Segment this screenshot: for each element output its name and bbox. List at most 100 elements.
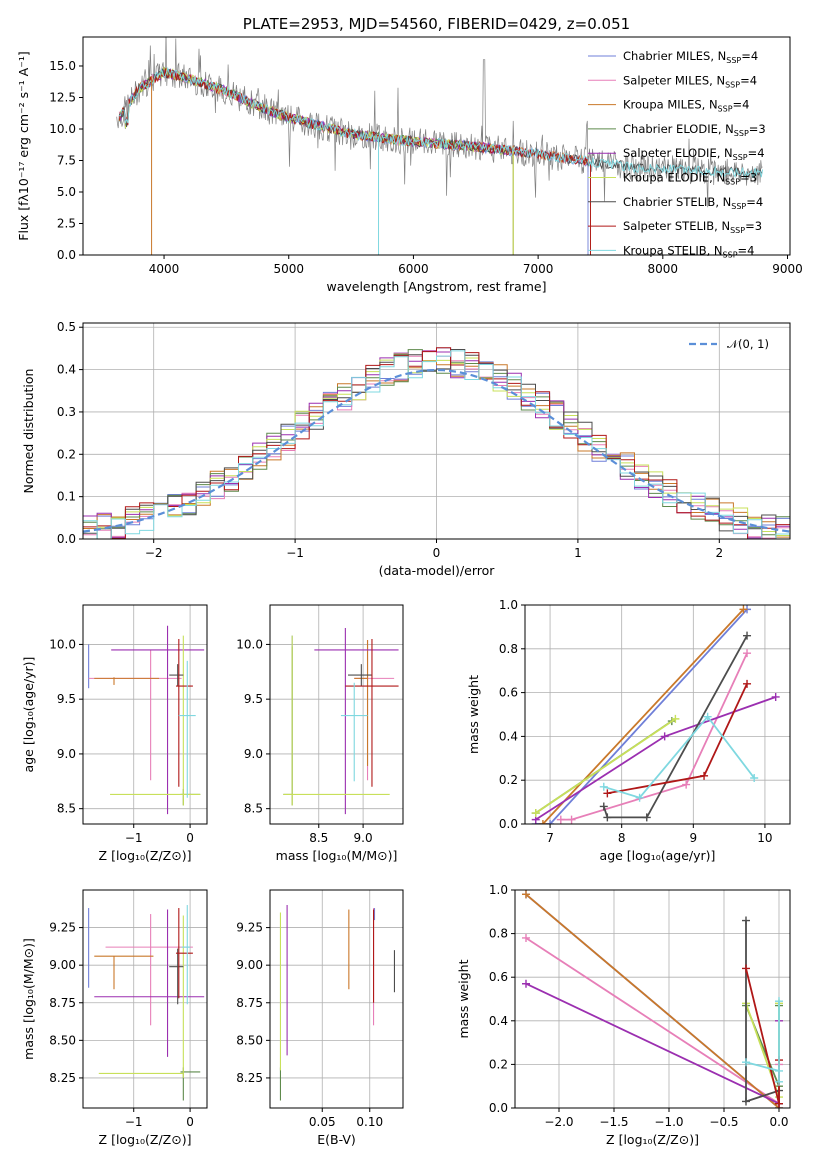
legend-label-chabrier-elodie: Chabrier ELODIE, NSSP=3 [623,122,766,138]
y-tick-label: 0.0 [489,1101,508,1115]
errorbar-salpeter-elodie [314,627,399,815]
age-vs-mass-errorbars [283,627,399,815]
model-line-salpeter-miles [118,67,591,255]
legend-suffix: =4 [748,146,765,160]
x-tick-label: −2.0 [544,1115,573,1129]
errorbar-kroupa-stelib [340,682,368,782]
weight-series-kroupa-elodie [531,714,680,818]
weight-marker [603,789,612,798]
y-tick-label: 0.3 [57,405,76,419]
weight-series-kroupa-stelib [599,712,759,802]
mass-vs-EBV-frame: 0.05 0.10 8.25 8.50 8.75 9.00 9.25 E(B-V) [236,889,404,1147]
y-axis-label: mass [log₁₀(M/M⊙)] [21,938,36,1060]
legend-label-kroupa-miles: Kroupa MILES, NSSP=4 [623,98,749,114]
y-tick-label: 9.5 [244,692,263,706]
errorbar-salpeter-stelib [345,638,399,787]
x-tick-label: 8000 [648,262,679,276]
legend-suffix: =4 [733,98,750,112]
legend-label-kroupa-stelib: Kroupa STELIB, NSSP=4 [623,243,754,259]
chart-title: PLATE=2953, MJD=54560, FIBERID=0429, z=0… [243,15,630,33]
legend-text: Kroupa MILES, N [623,98,718,112]
x-tick-label: 6000 [398,262,429,276]
x-tick-label: 0 [433,546,441,560]
errorbar-salpeter-elodie [94,909,205,1057]
weight-series-salpeter-elodie [522,979,783,1108]
legend-suffix: =3 [740,171,757,185]
mass-vs-EBV-axes [270,890,403,1108]
mass-vs-EBV-errorbars [279,905,396,1101]
errorbar-kroupa-miles [94,677,160,685]
weight-marker [742,1058,750,1067]
spectrum-lines [116,37,764,255]
plot-frame [82,604,208,825]
x-tick-label: 1 [574,546,582,560]
x-tick-label: −1.5 [599,1115,628,1129]
weight-series-kroupa-miles [538,605,748,824]
residual-legend: 𝒩(0, 1) [689,337,769,351]
errorbar-kroupa-stelib [181,905,191,1005]
weights-vs-age-lines [531,605,780,824]
weight-marker [682,780,691,789]
errorbar-salpeter-elodie [111,625,205,815]
weight-marker [775,1099,783,1108]
legend-subscript: SSP [730,226,745,235]
weights-vs-Z-frame: −2.0 −1.5 −1.0 −0.5 0.0 0.0 0.2 0.4 0.6 0.8 1.0 Z [… [456,883,791,1147]
weight-marker [743,631,752,640]
y-tick-label: 8.5 [244,802,263,816]
y-tick-label: 0.4 [489,1014,508,1028]
y-axis-label: Flux [fλ10⁻¹⁷ erg cm⁻² s⁻¹ A⁻¹] [16,51,31,240]
errorbar-kroupa-elodie [98,915,184,1078]
x-tick-label: 0.0 [769,1115,788,1129]
x-axis-label: (data-model)/error [379,563,496,578]
y-tick-label: 9.0 [57,747,76,761]
weight-marker [599,782,608,791]
weight-series-chabrier-elodie [742,1001,783,1091]
legend-label-salpeter-miles: Salpeter MILES, NSSP=4 [623,73,757,89]
legend-text: Chabrier ELODIE, N [623,122,734,136]
weight-line [535,608,748,824]
x-tick-label: 0.10 [356,1115,383,1129]
x-tick-label: 5000 [273,262,304,276]
x-tick-label: 0.05 [309,1115,336,1129]
model-line-kroupa-miles [118,66,591,255]
weight-line [745,1001,780,1082]
model-line-chabrier-elodie [118,66,514,255]
y-tick-label: 8.50 [236,1033,263,1047]
histogram-salpeter-stelib [83,347,790,539]
weight-marker [522,890,530,899]
x-tick-label: 4000 [149,262,180,276]
plot-frame [269,889,404,1109]
y-tick-label: 10.0 [236,637,263,651]
legend-subscript: SSP [731,202,746,211]
y-tick-label: 0.4 [57,363,76,377]
y-tick-label: 2.5 [57,216,76,230]
y-tick-label: 1.0 [489,883,508,897]
x-axis-label: Z [log₁₀(Z/Z⊙)] [99,1132,192,1147]
y-tick-label: 0.6 [499,686,518,700]
legend-text: Chabrier STELIB, N [623,195,731,209]
legend-text: Salpeter STELIB, N [623,219,730,233]
legend-text: Kroupa ELODIE, N [623,171,725,185]
y-tick-label: 9.5 [57,692,76,706]
weight-marker [642,813,651,822]
weight-marker [739,605,748,614]
weight-marker [522,979,530,988]
plot-frame [514,889,791,1109]
x-tick-label: 10 [757,831,772,845]
y-tick-label: 7.5 [57,153,76,167]
legend-label-normal: 𝒩(0, 1) [727,337,769,351]
x-axis-label: wavelength [Angstrom, rest frame] [326,279,546,294]
y-tick-label: 0.2 [499,773,518,787]
y-tick-label: 0.0 [57,248,76,262]
y-tick-label: 15.0 [49,59,76,73]
weight-marker [522,933,530,942]
x-tick-label: 7000 [523,262,554,276]
legend-subscript: SSP [723,250,738,259]
x-tick-label: −1.0 [654,1115,683,1129]
y-axis-label: mass weight [466,675,481,754]
age-vs-Z-errorbars [88,625,205,815]
age-vs-mass-axes [270,605,403,824]
x-tick-label: 0 [186,1115,194,1129]
weight-marker [599,802,608,811]
plot-frame [269,604,404,825]
